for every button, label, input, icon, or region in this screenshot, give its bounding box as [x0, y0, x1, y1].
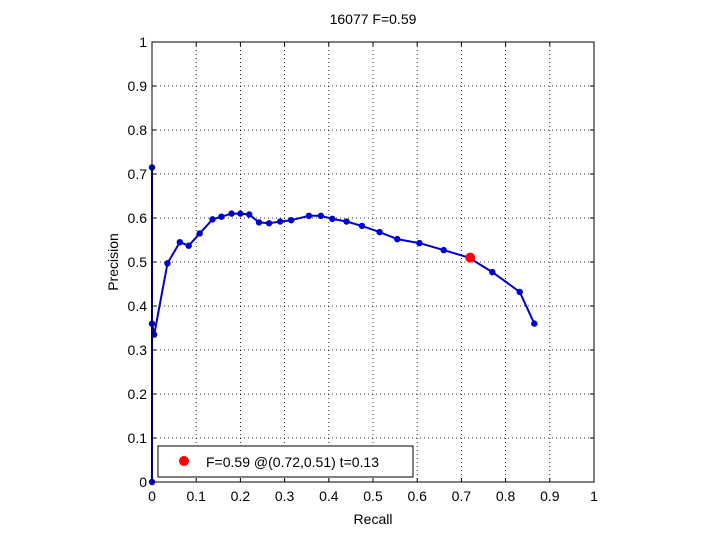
y-tick-label: 0.8	[128, 122, 148, 138]
y-tick-label: 0	[139, 474, 147, 490]
chart-title: 16077 F=0.59	[330, 11, 417, 27]
x-tick-label: 0.5	[363, 488, 383, 504]
series-layer	[148, 164, 538, 486]
series-point	[164, 260, 171, 267]
x-tick-label: 0.9	[540, 488, 560, 504]
x-tick-label: 0.4	[319, 488, 339, 504]
series-point	[237, 210, 244, 217]
series-point	[317, 212, 325, 219]
y-tick-label: 0.1	[128, 430, 148, 446]
legend-box	[157, 445, 414, 478]
x-tick-label: 0.1	[186, 488, 206, 504]
series-point	[228, 210, 235, 217]
y-tick-label: 0.5	[128, 254, 148, 270]
legend-marker	[179, 456, 189, 466]
series-point	[176, 239, 184, 246]
series-point	[531, 320, 538, 327]
series-point	[265, 220, 273, 227]
series-point	[196, 230, 203, 237]
y-tick-label: 0.2	[128, 386, 148, 402]
x-tick-label: 0.7	[452, 488, 472, 504]
series-point	[185, 242, 192, 249]
best-f-point	[465, 252, 476, 263]
ticks	[151, 41, 595, 483]
series-point	[255, 219, 263, 226]
series-point	[305, 212, 313, 219]
y-tick-label: 0.6	[128, 210, 148, 226]
legend-label: F=0.59 @(0.72,0.51) t=0.13	[206, 454, 379, 470]
series-point	[209, 216, 216, 223]
series-point	[329, 215, 336, 223]
series-point	[358, 222, 366, 230]
series-point	[151, 331, 158, 338]
series-point	[416, 239, 423, 247]
y-tick-label: 0.7	[128, 166, 148, 182]
series-point	[516, 288, 523, 296]
x-tick-label: 1	[590, 488, 598, 504]
series-point	[246, 211, 253, 218]
series-point	[489, 268, 496, 276]
series-point	[218, 213, 225, 220]
x-tick-label: 0.3	[275, 488, 295, 504]
series-point	[276, 218, 284, 225]
legend: F=0.59 @(0.72,0.51) t=0.13	[157, 445, 414, 478]
x-tick-label: 0.2	[231, 488, 251, 504]
y-tick-label: 0.9	[128, 78, 148, 94]
x-axis-label: Recall	[354, 511, 393, 527]
series-point	[440, 246, 447, 254]
series-line	[151, 166, 536, 482]
series-point	[394, 235, 401, 243]
y-tick-labels: 0 0.1 0.2 0.3 0.4 0.5 0.6 0.7 0.8 0.9 1	[128, 34, 148, 490]
y-tick-label: 0.4	[128, 298, 148, 314]
x-tick-label: 0.6	[407, 488, 427, 504]
series-point	[376, 228, 383, 236]
y-axis-label: Precision	[105, 233, 121, 291]
grid	[152, 42, 594, 482]
x-tick-labels: 0 0.1 0.2 0.3 0.4 0.5 0.6 0.7 0.8 0.9 1	[148, 488, 598, 504]
x-tick-label: 0.8	[496, 488, 516, 504]
series-point	[288, 217, 295, 224]
y-tick-label: 1	[139, 34, 147, 50]
y-tick-label: 0.3	[128, 342, 148, 358]
x-tick-label: 0	[148, 488, 156, 504]
series-point	[343, 218, 350, 225]
